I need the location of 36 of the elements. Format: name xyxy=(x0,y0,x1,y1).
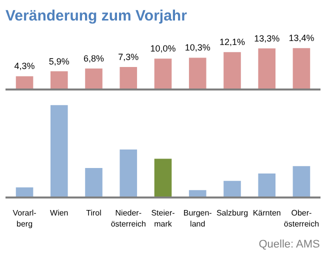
data-label: 5,9% xyxy=(48,56,70,66)
source-note: Quelle: AMS xyxy=(258,238,320,250)
data-label: 10,0% xyxy=(150,44,176,54)
bar xyxy=(154,58,172,90)
bar xyxy=(258,173,276,198)
x-tick-label: Kärnten xyxy=(252,208,281,218)
bar xyxy=(258,48,276,90)
bar xyxy=(224,52,241,90)
chart-title: Veränderung zum Vorjahr xyxy=(6,8,188,24)
data-label: 13,3% xyxy=(254,33,280,44)
data-label: 10,3% xyxy=(184,42,210,53)
x-tick-label: Vorarl- berg xyxy=(12,208,37,228)
bar xyxy=(50,105,68,198)
x-tick-label: Wien xyxy=(50,208,68,218)
bar xyxy=(50,71,68,90)
data-label: 12,1% xyxy=(219,37,246,48)
bar xyxy=(85,168,102,198)
x-tick-label: Nieder- österreich xyxy=(110,208,146,228)
bar xyxy=(224,180,241,198)
data-label: 4,3% xyxy=(14,61,35,72)
x-tick-label: Steier- mark xyxy=(151,208,176,228)
bar xyxy=(120,149,138,198)
x-tick-label: Tirol xyxy=(86,208,102,218)
bar xyxy=(85,68,102,90)
data-label: 6,8% xyxy=(84,54,104,64)
x-tick-label: Salzburg xyxy=(216,208,248,218)
x-tick-label: Burgen- land xyxy=(183,208,212,228)
data-label: 13,4% xyxy=(288,33,314,44)
data-label: 7,3% xyxy=(118,52,139,62)
bar xyxy=(188,58,206,90)
bar xyxy=(120,66,138,90)
bar xyxy=(154,158,172,198)
x-tick-label: Ober- österreich xyxy=(284,208,320,228)
bar xyxy=(292,166,310,198)
bar xyxy=(292,48,310,90)
bar xyxy=(16,76,34,90)
